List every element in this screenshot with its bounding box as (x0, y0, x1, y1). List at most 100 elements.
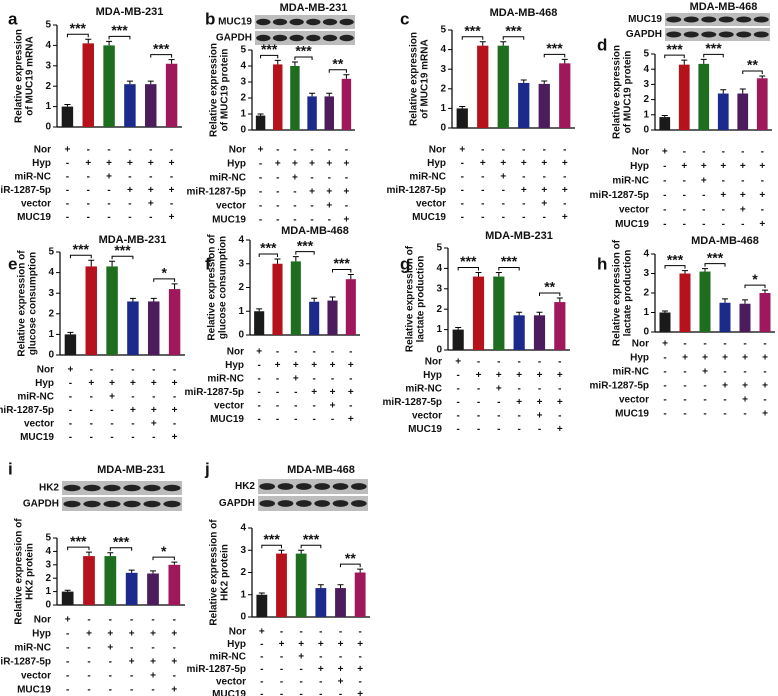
condition-sign: + (742, 395, 748, 406)
bar (85, 266, 97, 355)
condition-sign: - (259, 159, 262, 170)
blot-band (63, 484, 81, 492)
condition-sign: + (516, 370, 522, 381)
blot-strip (62, 497, 182, 511)
error-bar (257, 113, 264, 116)
condition-sign: + (521, 158, 527, 169)
condition-sign: + (682, 353, 688, 364)
y-tick-label: 0 (643, 125, 649, 136)
error-bar (168, 59, 175, 64)
y-tick-label: 2 (45, 81, 51, 92)
condition-sign: + (326, 159, 332, 170)
error-bar (343, 74, 350, 79)
condition-sign: - (90, 365, 93, 376)
condition-sign: - (66, 657, 69, 668)
condition-sign: + (701, 161, 707, 172)
blot-band (350, 483, 367, 490)
panel-label: d (597, 35, 607, 54)
significance-label: *** (303, 531, 320, 547)
condition-name: MUC19 (210, 414, 244, 425)
bar (679, 273, 691, 332)
condition-sign: - (173, 615, 176, 626)
y-axis-label: Relative expression of (207, 234, 218, 341)
condition-sign: - (497, 397, 500, 408)
error-bar (682, 270, 688, 274)
condition-sign: - (312, 347, 315, 358)
condition-sign: + (759, 219, 765, 230)
y-tick-label: 4 (440, 44, 446, 55)
error-bar (147, 80, 154, 85)
significance-bracket (744, 284, 766, 289)
condition-name: vector (619, 395, 649, 406)
condition-sign: - (522, 199, 525, 210)
blot-band (306, 34, 321, 42)
condition-sign: - (328, 173, 331, 184)
condition-name: Nor (429, 145, 446, 156)
condition-name: miR-NC (209, 652, 246, 663)
condition-sign: + (293, 374, 299, 385)
condition-sign: + (681, 161, 687, 172)
condition-sign: - (151, 615, 154, 626)
condition-sign: + (557, 397, 563, 408)
bar (698, 63, 710, 130)
condition-name: miR-NC (207, 374, 244, 385)
condition-sign: - (683, 395, 686, 406)
condition-sign: - (280, 689, 283, 696)
condition-sign: + (64, 145, 70, 156)
blot-band (332, 500, 349, 507)
condition-sign: - (741, 219, 744, 230)
blot-band (314, 483, 331, 490)
condition-sign: + (309, 187, 315, 198)
condition-sign: + (562, 185, 568, 196)
significance-label: * (752, 271, 758, 287)
error-bar (661, 115, 668, 118)
blot-band (339, 18, 354, 26)
condition-sign: - (481, 145, 484, 156)
condition-sign: - (358, 652, 361, 663)
condition-sign: - (87, 185, 90, 196)
significance-bracket (328, 69, 347, 73)
bar (719, 302, 731, 332)
bar (456, 108, 468, 128)
significance-label: *** (333, 255, 350, 271)
condition-sign: - (87, 145, 90, 156)
condition-sign: - (280, 652, 283, 663)
condition-sign: - (151, 685, 154, 696)
condition-sign: - (763, 367, 766, 378)
bar (256, 594, 268, 617)
condition-sign: - (259, 201, 262, 212)
condition-sign: + (169, 212, 175, 223)
condition-sign: - (87, 172, 90, 183)
blot-band (277, 500, 294, 507)
condition-sign: - (66, 199, 69, 210)
blot-strip (258, 496, 368, 511)
bar (168, 289, 181, 355)
significance-bracket (67, 546, 90, 551)
condition-sign: - (110, 365, 113, 376)
condition-sign: - (761, 147, 764, 158)
condition-sign: + (275, 360, 281, 371)
y-axis-label: Relative expression (612, 45, 623, 139)
condition-sign: - (481, 172, 484, 183)
condition-sign: - (345, 145, 348, 156)
condition-sign: - (90, 405, 93, 416)
condition-sign: + (343, 187, 349, 198)
condition-name: miR-NC (612, 367, 649, 378)
condition-name: Nor (37, 365, 54, 376)
bar (295, 553, 307, 617)
bar (659, 117, 671, 130)
significance-bracket (664, 265, 686, 269)
blot-band (306, 18, 321, 26)
bar (717, 93, 729, 130)
chart-title: MDA-MB-468 (690, 1, 758, 13)
y-tick-label: 4 (45, 40, 51, 51)
condition-sign: - (703, 339, 706, 350)
condition-sign: - (683, 339, 686, 350)
condition-sign: - (683, 190, 686, 201)
condition-sign: + (148, 158, 154, 169)
condition-sign: - (522, 172, 525, 183)
condition-sign: - (743, 409, 746, 420)
condition-name: miR-1287-5p (187, 664, 246, 675)
blot-band (736, 16, 752, 23)
